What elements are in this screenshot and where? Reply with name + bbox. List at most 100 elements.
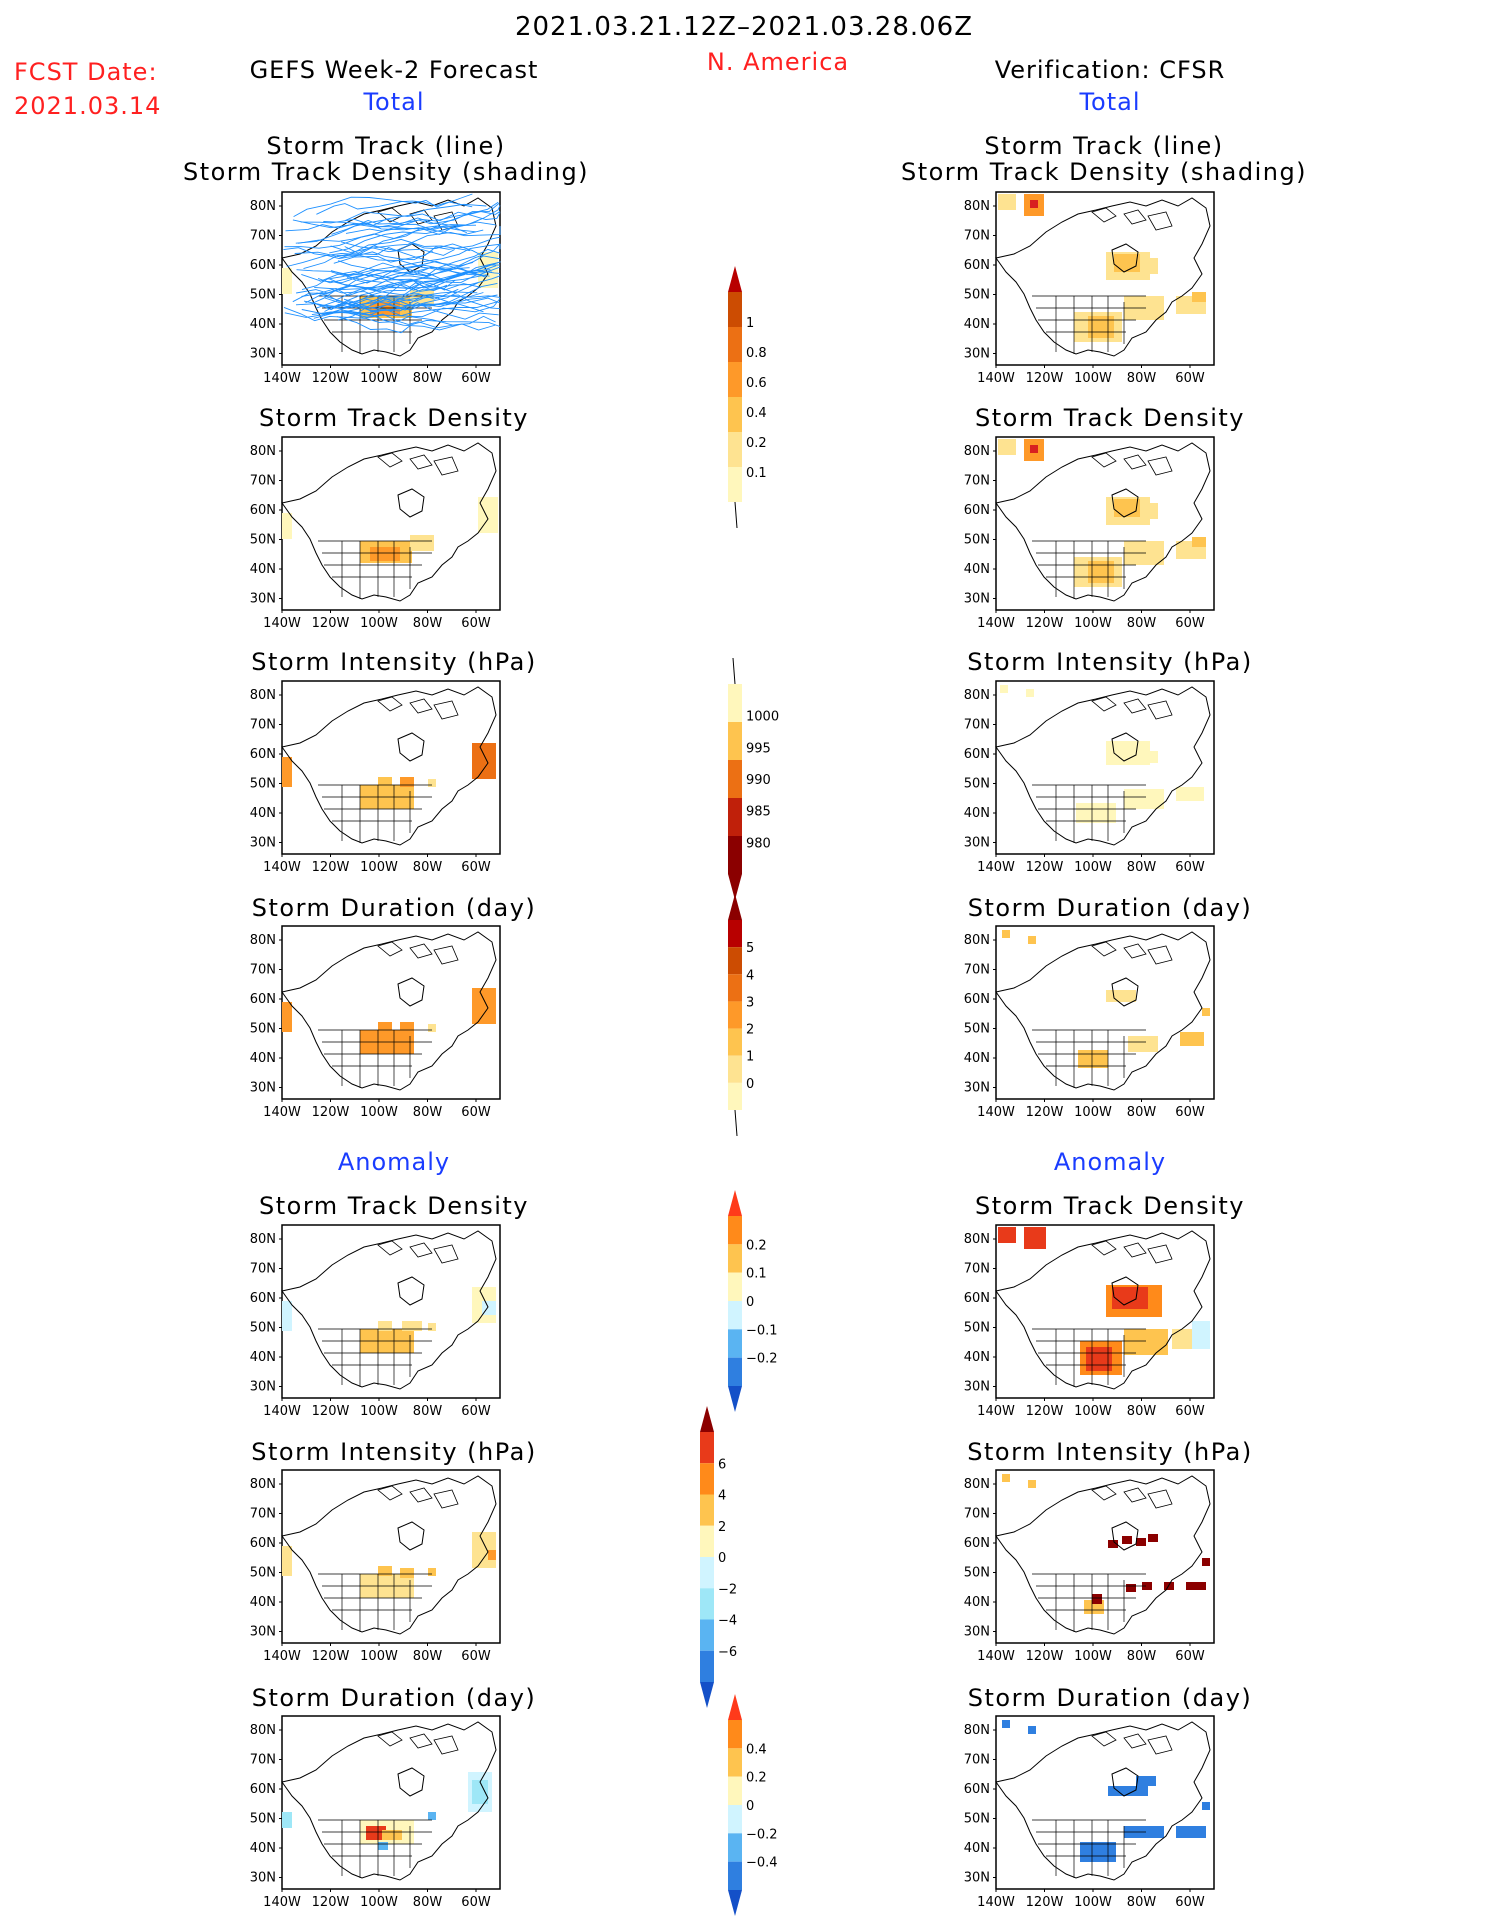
colorbar-segment — [728, 362, 742, 397]
total-label-right: Total — [1079, 88, 1141, 116]
lon-tick-label: 60W — [461, 1105, 491, 1120]
lon-tick-label: 100W — [1074, 860, 1112, 875]
lon-tick-label: 140W — [977, 371, 1015, 386]
storm-track-line — [330, 248, 501, 277]
hudson-bay — [397, 977, 425, 1007]
verification-map-density: 80N 70N 60N 50N 40N 30N 140W 120W 100W 80W 60W — [964, 436, 1215, 631]
forecast-map-intensity: 80N 70N 60N 50N 40N 30N 140W 120W 100W 80W 60W — [250, 680, 501, 875]
shade-cell — [1202, 1558, 1210, 1566]
colorbar-segment — [728, 798, 742, 836]
forecast-map-anom-intensity: 80N 70N 60N 50N 40N 30N 140W 120W 100W 80W 60W — [250, 1469, 501, 1664]
map-frame — [995, 1469, 1215, 1644]
lat-tick-label: 80N — [964, 933, 990, 948]
coastline — [281, 197, 497, 357]
forecast-map-track: 80N 70N 60N 50N 40N 30N 140W 120W 100W 80W 60W — [250, 191, 501, 386]
arctic-islands — [1091, 452, 1173, 476]
storm-track-line — [336, 316, 501, 334]
map-frame — [281, 436, 501, 611]
panel-title-density-left: Storm Track Density — [259, 404, 529, 432]
lon-tick-label: 60W — [1175, 616, 1205, 631]
lat-tick-label: 40N — [964, 1350, 990, 1365]
colorbar-segment — [728, 1301, 742, 1330]
shade-cell — [1136, 1538, 1146, 1546]
lon-tick-label: 60W — [1175, 1105, 1205, 1120]
lon-tick-label: 60W — [461, 371, 491, 386]
lat-tick-label: 80N — [250, 199, 276, 214]
coastline — [995, 442, 1211, 602]
state-lines — [1032, 784, 1146, 843]
shade-cell — [1202, 1802, 1210, 1810]
verification-map-intensity: 80N 70N 60N 50N 40N 30N 140W 120W 100W 80W 60W — [964, 680, 1215, 875]
shade-cell — [472, 988, 496, 1024]
lon-tick-label: 60W — [1175, 371, 1205, 386]
lon-tick-label: 100W — [360, 860, 398, 875]
shade-cell — [282, 1301, 292, 1331]
coastline — [995, 1230, 1211, 1390]
shade-cell — [472, 743, 496, 779]
storm-track-line — [296, 269, 482, 291]
storm-track-line — [283, 306, 456, 327]
shade-cell — [1030, 200, 1038, 208]
colorbar-duration-total: 5 4 3 2 1 0 — [728, 894, 754, 1137]
colorbar-top-arrow — [728, 1190, 742, 1216]
colorbar-label: 980 — [746, 836, 771, 851]
colorbar-label: 1 — [746, 316, 754, 331]
lon-tick-label: 100W — [360, 1404, 398, 1419]
storm-track-line — [327, 261, 499, 281]
colorbar-top-line — [732, 657, 736, 685]
lat-tick-label: 50N — [250, 1812, 276, 1827]
colorbar-top-arrow — [700, 1406, 714, 1432]
forecast-map-density: 80N 70N 60N 50N 40N 30N 140W 120W 100W 80W 60W — [250, 436, 501, 631]
storm-track-line — [311, 274, 487, 304]
state-lines — [318, 1819, 432, 1878]
colorbar-segment — [728, 1861, 742, 1890]
storm-track-line — [284, 284, 448, 318]
storm-track-line — [345, 311, 496, 329]
lat-tick-label: 50N — [964, 1022, 990, 1037]
storm-track-line — [286, 247, 455, 267]
colorbar-segment — [728, 1001, 742, 1029]
lat-tick-label: 40N — [964, 1841, 990, 1856]
lat-tick-label: 30N — [964, 1871, 990, 1886]
map-frame — [995, 680, 1215, 855]
colorbar-label: 0.6 — [746, 376, 767, 391]
state-lines — [1032, 1819, 1146, 1878]
lon-tick-label: 140W — [263, 1895, 301, 1910]
colorbar-label: −0.1 — [746, 1323, 778, 1338]
lon-tick-label: 120W — [312, 616, 350, 631]
lat-tick-label: 30N — [964, 1625, 990, 1640]
colorbar-segment — [728, 1216, 742, 1245]
storm-track-line — [340, 226, 501, 249]
storm-track-line — [337, 243, 501, 271]
shade-cell — [1142, 1582, 1152, 1590]
coastline — [281, 1721, 497, 1881]
shade-cell — [1002, 930, 1010, 938]
arctic-islands — [377, 696, 459, 720]
shade-cell — [1126, 1584, 1136, 1592]
lat-tick-label: 50N — [250, 533, 276, 548]
lat-tick-label: 70N — [250, 718, 276, 733]
shade-cell — [1124, 1329, 1168, 1355]
storm-track-line — [301, 279, 456, 297]
lon-tick-label: 120W — [1026, 616, 1064, 631]
colorbar-segment — [728, 1272, 742, 1301]
shade-cell — [1176, 787, 1204, 801]
shade-cell — [428, 1812, 436, 1820]
colorbar-label: −0.4 — [746, 1856, 778, 1871]
shade-cell — [1024, 1227, 1046, 1249]
colorbar-label: 0.2 — [746, 1238, 767, 1253]
lon-tick-label: 120W — [312, 371, 350, 386]
forecast-map-duration: 80N 70N 60N 50N 40N 30N 140W 120W 100W 80W 60W — [250, 925, 501, 1120]
storm-track-line — [295, 284, 457, 311]
storm-track-line — [331, 289, 501, 310]
coastline — [281, 442, 497, 602]
shade-cell — [282, 757, 292, 787]
lon-tick-label: 120W — [1026, 1895, 1064, 1910]
lat-tick-label: 40N — [964, 1595, 990, 1610]
lat-tick-label: 60N — [250, 1782, 276, 1797]
lat-tick-label: 70N — [964, 1507, 990, 1522]
shade-cell — [1180, 1032, 1204, 1046]
shade-cell — [1028, 936, 1036, 944]
panel-title-track-shading-right: Storm Track Density (shading) — [900, 158, 1308, 186]
colorbar-segment — [728, 836, 742, 874]
